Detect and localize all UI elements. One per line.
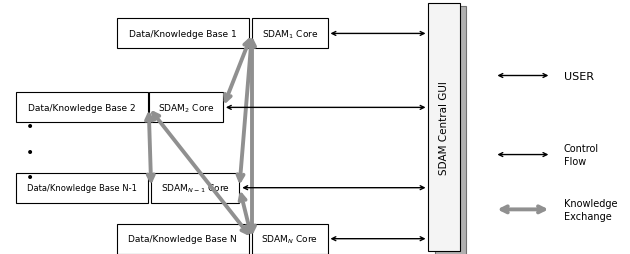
Text: Data/Knowledge Base 1: Data/Knowledge Base 1 [129,30,237,39]
Text: Data/Knowledge Base N-1: Data/Knowledge Base N-1 [27,183,137,193]
Text: •: • [26,146,35,159]
Text: •: • [26,120,35,134]
Text: $\mathregular{SDAM}_{1}$ Core: $\mathregular{SDAM}_{1}$ Core [261,28,318,41]
Text: •: • [26,171,35,185]
FancyBboxPatch shape [117,19,249,49]
Text: Data/Knowledge Base N: Data/Knowledge Base N [129,234,237,243]
Text: USER: USER [564,71,594,81]
Text: Control
Flow: Control Flow [564,144,599,166]
Text: $\mathregular{SDAM}_{N}$ Core: $\mathregular{SDAM}_{N}$ Core [261,232,318,245]
Text: $\mathregular{SDAM}_{N-1}$ Core: $\mathregular{SDAM}_{N-1}$ Core [161,182,230,194]
FancyBboxPatch shape [117,224,249,254]
FancyBboxPatch shape [252,224,328,254]
FancyBboxPatch shape [435,7,466,254]
Text: Knowledge
Exchange: Knowledge Exchange [564,198,617,221]
FancyBboxPatch shape [16,93,148,123]
FancyBboxPatch shape [151,173,239,203]
FancyBboxPatch shape [428,4,460,251]
Text: SDAM Central GUI: SDAM Central GUI [439,81,449,174]
Text: $\mathregular{SDAM}_{2}$ Core: $\mathregular{SDAM}_{2}$ Core [158,102,214,114]
FancyBboxPatch shape [252,19,328,49]
FancyBboxPatch shape [16,173,148,203]
FancyBboxPatch shape [149,93,223,123]
Text: Data/Knowledge Base 2: Data/Knowledge Base 2 [28,103,135,113]
